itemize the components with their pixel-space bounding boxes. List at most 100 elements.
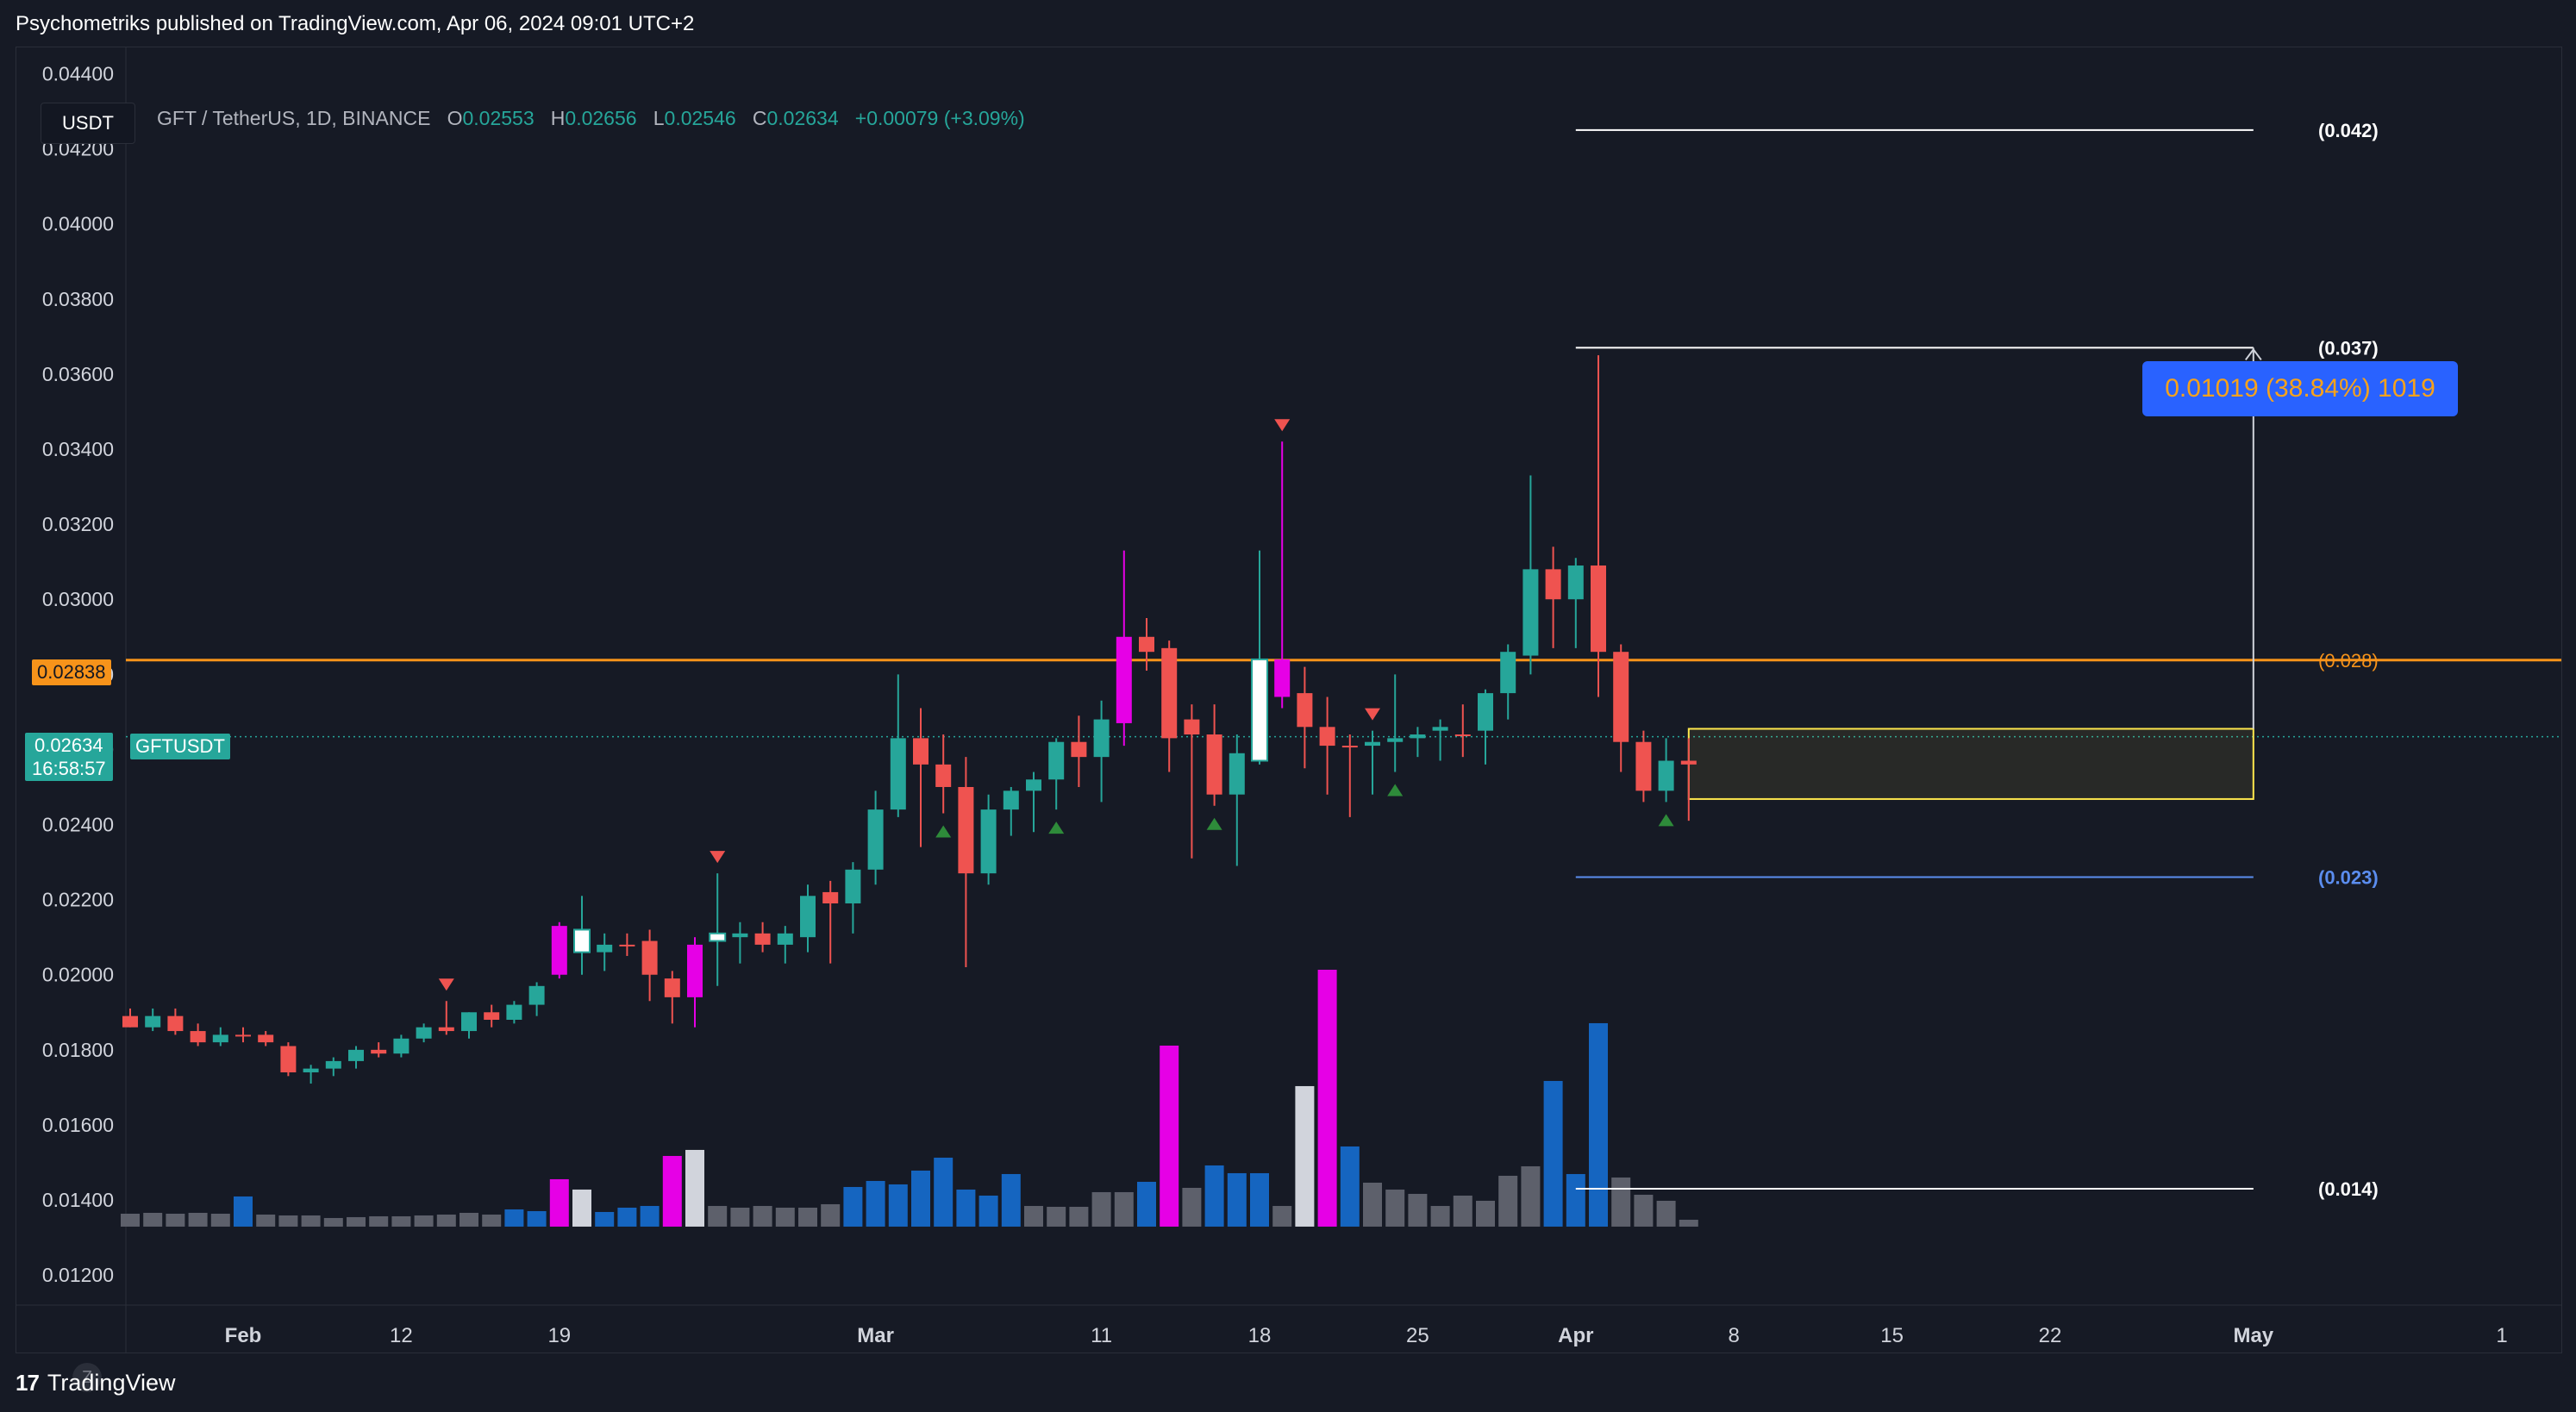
candle-body [867, 809, 884, 870]
time-tick-label: 8 [1729, 1324, 1740, 1347]
footer: 17 TradingView [16, 1365, 176, 1400]
volume-bar [256, 1214, 276, 1227]
volume-bar [234, 1196, 253, 1227]
candle-body [484, 1012, 500, 1021]
candle-body [1454, 734, 1471, 737]
volume-bar [572, 1189, 591, 1227]
candle-body [1478, 693, 1493, 731]
volume-bar [1160, 1045, 1179, 1227]
price-tick-label: 0.04400 [42, 62, 114, 84]
time-tick-label: 18 [1248, 1324, 1272, 1347]
price-tick-label: 0.02400 [42, 814, 114, 836]
volume-bar [708, 1205, 728, 1227]
candle-body [1341, 746, 1358, 748]
chart-canvas[interactable]: 0.044000.042000.040000.038000.036000.034… [16, 47, 2561, 1353]
candle-body [1567, 565, 1584, 600]
candle-body [1251, 658, 1268, 762]
zoom-reset-button[interactable]: Z [72, 1363, 102, 1392]
volume-bar [1295, 1085, 1315, 1227]
ticker-label: GFTUSDT [130, 734, 230, 759]
level-label: (0.023) [2318, 867, 2379, 889]
volume-bar [278, 1215, 298, 1227]
volume-bar [1408, 1193, 1428, 1227]
candle-body [393, 1038, 410, 1054]
tradingview-brand[interactable]: TradingView [47, 1369, 176, 1396]
volume-bar [460, 1212, 478, 1227]
candle-body [732, 933, 748, 938]
time-tick-label: 15 [1880, 1324, 1904, 1347]
volume-bar [301, 1215, 321, 1227]
candle-body [800, 896, 816, 938]
candle-body [371, 1049, 387, 1054]
publish-header: Psychometriks published on TradingView.c… [16, 12, 695, 35]
candle-body [190, 1031, 206, 1043]
time-tick-label: May [2233, 1324, 2273, 1347]
volume-bar [1385, 1189, 1405, 1227]
time-tick-label: Mar [857, 1324, 894, 1347]
candle-body [1319, 727, 1335, 747]
price-tick-label: 0.03200 [42, 513, 114, 535]
candle-body [619, 944, 635, 947]
candle-body [1432, 727, 1448, 731]
volume-bar [1340, 1146, 1360, 1227]
price-tick-label: 0.01800 [42, 1039, 114, 1061]
bar-countdown: 16:58:57 [32, 758, 106, 779]
price-range-measure-label[interactable]: 0.01019 (38.84%) 1019 [2142, 361, 2458, 416]
volume-bar [956, 1189, 976, 1227]
price-tick-label: 0.03000 [42, 588, 114, 610]
currency-unit-button[interactable]: USDT [41, 103, 135, 144]
price-tick-label: 0.01600 [42, 1114, 114, 1136]
time-tick-label: 25 [1406, 1324, 1429, 1347]
horizontal-level-price-tag[interactable]: 0.02838 [32, 659, 111, 685]
time-tick-label: 1 [2496, 1324, 2507, 1347]
volume-bar [436, 1214, 456, 1227]
volume-bar [866, 1180, 885, 1227]
price-tick-label: 0.04000 [42, 213, 114, 235]
volume-bar [166, 1213, 185, 1227]
volume-bar [414, 1215, 434, 1227]
candle-body [1161, 647, 1178, 739]
zone-rectangle [1687, 728, 2254, 800]
volume-bar [1317, 969, 1337, 1227]
sell-signal-icon [710, 851, 726, 864]
time-tick-label: 19 [547, 1324, 571, 1347]
candle-body [416, 1027, 432, 1039]
tradingview-logo-icon[interactable]: 17 [16, 1369, 40, 1396]
candle-body [1093, 719, 1110, 758]
candle-body [1613, 652, 1629, 742]
change-value: +0.00079 (+3.09%) [854, 107, 1025, 129]
volume-bar [1227, 1172, 1247, 1227]
volume-bar [753, 1205, 772, 1227]
candle-body [1680, 760, 1697, 765]
price-tick-label: 0.02200 [42, 889, 114, 911]
volume-bar [934, 1157, 953, 1227]
volume-bar [1363, 1182, 1382, 1227]
volume-bar [482, 1214, 502, 1227]
volume-bar [1476, 1200, 1495, 1227]
time-tick-label: 22 [2039, 1324, 2062, 1347]
volume-bar [1589, 1022, 1608, 1227]
volume-bar [1430, 1205, 1450, 1227]
chart-pane[interactable]: 0.04400 0.04200 0.04000 0.03800 0.03600 0.034… [16, 47, 2562, 1392]
close-value: 0.02634 [766, 107, 839, 129]
candle-body [664, 978, 680, 997]
volume-bar [1543, 1080, 1563, 1227]
volume-bar [1137, 1181, 1156, 1227]
price-tick-label: 0.01200 [42, 1264, 114, 1286]
volume-bar [1611, 1177, 1631, 1227]
low-label: L [653, 107, 665, 129]
candle-body [325, 1060, 341, 1069]
time-tick-label: Feb [225, 1324, 262, 1347]
price-tick-label: 0.02000 [42, 964, 114, 986]
volume-bar [188, 1212, 208, 1227]
candle-body [754, 933, 771, 945]
volume-bar [798, 1207, 817, 1227]
sell-signal-icon [1365, 708, 1380, 721]
volume-bar [911, 1170, 930, 1227]
volume-bar [1001, 1173, 1021, 1227]
volume-bar [1453, 1195, 1472, 1227]
symbol-description[interactable]: GFT / TetherUS, 1D, BINANCE [157, 107, 431, 129]
price-tick-label: 0.03600 [42, 363, 114, 385]
volume-bar [617, 1207, 637, 1227]
open-value: 0.02553 [462, 107, 535, 129]
